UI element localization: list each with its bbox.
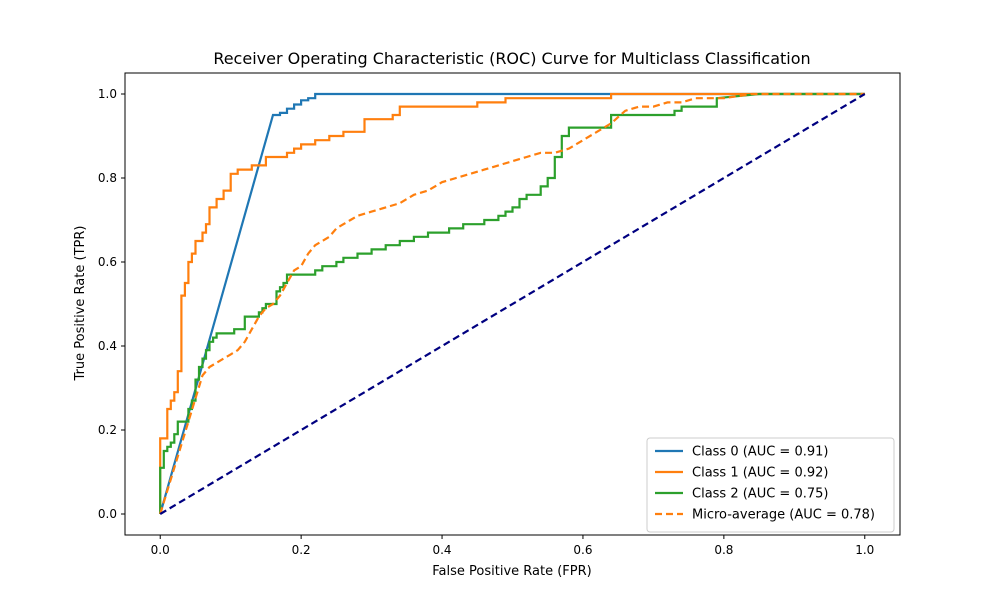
plot-area: 0.0 0.2 0.4 0.6 0.8 1.0 0.0 0.2 0.4 0.6 0.8 1.0: [98, 72, 901, 557]
y-tick-label: 0.0: [98, 507, 117, 521]
x-tick-label: 0.2: [292, 543, 311, 557]
series-line-3: [159, 92, 865, 515]
x-tick-label: 1.0: [855, 543, 874, 557]
legend-box: [646, 437, 895, 533]
y-tick-label: 0.6: [98, 255, 117, 269]
series-line-1: [159, 92, 865, 514]
series-line-0: [159, 92, 865, 515]
x-tick-label: 0.4: [432, 543, 451, 557]
legend: Class 0 (AUC = 0.91) Class 1 (AUC = 0.92)…: [646, 437, 895, 533]
x-tick-label: 0.6: [573, 543, 592, 557]
legend-label-1: Class 1 (AUC = 0.92): [692, 466, 828, 481]
y-tick-label: 1.0: [98, 87, 117, 101]
legend-label-2: Class 2 (AUC = 0.75): [692, 487, 828, 502]
y-tick-label: 0.2: [98, 423, 117, 437]
legend-label-3: Micro-average (AUC = 0.78): [692, 508, 875, 523]
axes-frame: [124, 72, 901, 536]
legend-label-0: Class 0 (AUC = 0.91): [692, 445, 828, 460]
diagonal-reference-line: [159, 93, 866, 515]
y-tick-label: 0.4: [98, 339, 117, 353]
y-axis-label: True Positive Rate (TPR): [73, 226, 88, 382]
series-line-2: [159, 92, 865, 514]
x-tick-label: 0.8: [714, 543, 733, 557]
x-axis-label: False Positive Rate (FPR): [432, 564, 591, 579]
chart-title: Receiver Operating Characteristic (ROC) …: [213, 49, 810, 68]
y-tick-label: 0.8: [98, 171, 117, 185]
x-tick-label: 0.0: [151, 543, 170, 557]
